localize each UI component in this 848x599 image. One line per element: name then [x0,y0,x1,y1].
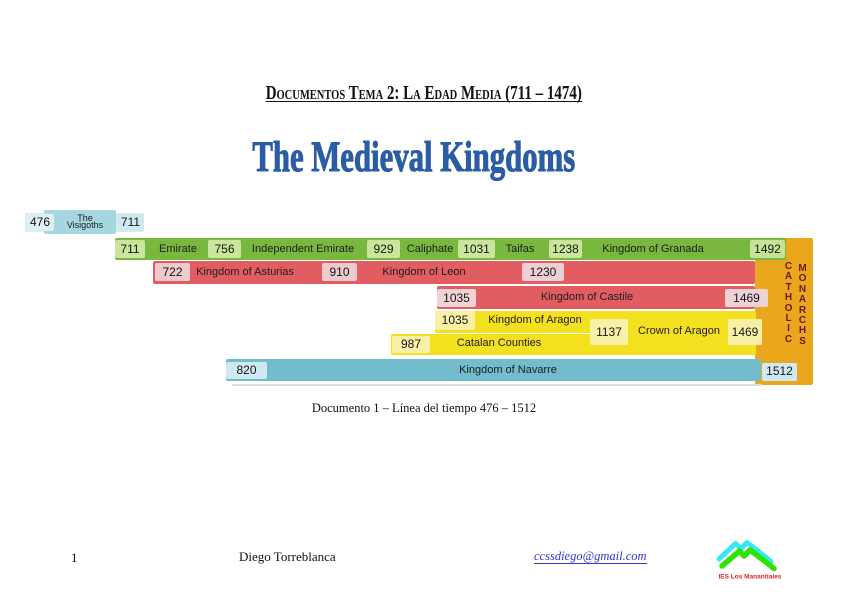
svg-text:IES Los Manantiales: IES Los Manantiales [719,574,782,581]
